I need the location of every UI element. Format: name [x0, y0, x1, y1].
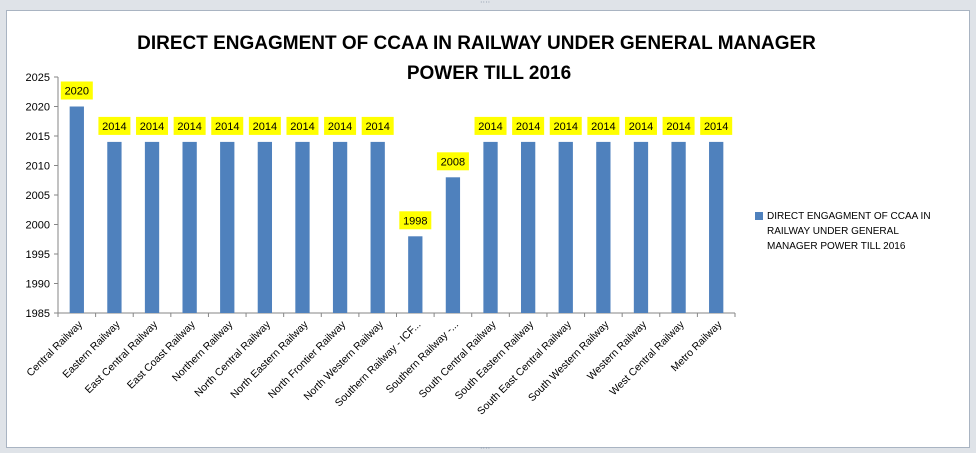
- y-tick-label: 1985: [26, 308, 50, 320]
- y-tick-label: 1990: [26, 279, 50, 291]
- x-tick-label: East Central Railway: [83, 318, 161, 396]
- bar: [107, 141, 122, 313]
- data-label-background: [512, 116, 545, 135]
- data-label-background: [60, 81, 93, 100]
- legend-label-line-3: MANAGER POWER TILL 2016: [767, 241, 906, 252]
- data-label-background: [587, 116, 620, 135]
- data-label-background: [549, 116, 582, 135]
- data-label-background: [136, 116, 169, 135]
- data-label: 2008: [441, 156, 465, 168]
- chart-title: DIRECT ENGAGMENT OF CCAA IN RAILWAY UNDE…: [7, 29, 971, 89]
- data-label-background: [624, 116, 657, 135]
- bar: [709, 141, 724, 313]
- bar: [332, 141, 348, 313]
- y-tick-label: 2005: [26, 190, 50, 202]
- top-resize-handle-icon[interactable]: ····: [480, 0, 491, 7]
- y-tick-label: 2020: [26, 102, 50, 114]
- data-label-background: [662, 116, 695, 135]
- chart-title-line-1: DIRECT ENGAGMENT OF CCAA IN RAILWAY UNDE…: [137, 33, 816, 54]
- bar: [220, 141, 235, 313]
- data-label-background: [324, 116, 357, 135]
- data-label: 2014: [478, 121, 502, 133]
- data-label: 2014: [215, 121, 239, 133]
- data-label: 2014: [591, 121, 615, 133]
- data-label: 2014: [666, 121, 690, 133]
- legend-label-line-2: RAILWAY UNDER GENERAL: [767, 226, 899, 237]
- bottom-resize-handle-icon[interactable]: ····: [480, 444, 491, 453]
- data-label: 2014: [704, 121, 728, 133]
- data-label: 2014: [140, 121, 164, 133]
- data-label: 2014: [177, 121, 201, 133]
- data-label: 2014: [253, 121, 277, 133]
- data-label-background: [361, 116, 394, 135]
- x-tick-label: East Coast Railway: [125, 318, 198, 391]
- legend-label-line-1: DIRECT ENGAGMENT OF CCAA IN: [767, 211, 931, 222]
- y-tick-label: 1995: [26, 249, 50, 261]
- bar: [408, 236, 423, 313]
- data-label-background: [173, 116, 206, 135]
- data-label-background: [98, 116, 131, 135]
- legend-swatch: [755, 212, 763, 220]
- y-tick-label: 2015: [26, 131, 50, 143]
- data-label-background: [286, 116, 319, 135]
- bar: [144, 141, 160, 313]
- y-tick-label: 2000: [26, 220, 50, 232]
- bar-plot: 1985 1990 1995 2000 2005 2010 2015 2020 2025 2020…: [24, 72, 736, 417]
- x-tick-label: Southern Railway -...: [384, 319, 461, 396]
- data-label-background: [700, 116, 733, 135]
- bar: [520, 141, 536, 313]
- bar: [69, 106, 84, 313]
- data-label-background: [211, 116, 244, 135]
- chart-title-line-2: POWER TILL 2016: [406, 63, 572, 84]
- data-label: 2014: [554, 121, 578, 133]
- bar: [182, 141, 197, 313]
- data-label: 2014: [365, 121, 389, 133]
- y-tick-label: 2025: [26, 72, 50, 84]
- data-label: 2020: [65, 86, 89, 98]
- bar: [445, 177, 461, 313]
- bar: [483, 141, 498, 313]
- bar: [295, 141, 310, 313]
- bar: [671, 141, 686, 313]
- data-label: 2014: [516, 121, 540, 133]
- data-label: 2014: [290, 121, 314, 133]
- y-tick-label: 2010: [26, 161, 50, 173]
- bar: [257, 141, 273, 313]
- bar: [370, 141, 385, 313]
- bar: [633, 141, 649, 313]
- data-label: 1998: [403, 215, 427, 227]
- data-label-background: [248, 116, 281, 135]
- data-label: 2014: [328, 121, 352, 133]
- data-label-background: [474, 116, 507, 135]
- data-label-background: [436, 152, 469, 171]
- data-label: 2014: [629, 121, 653, 133]
- bar: [558, 141, 573, 313]
- data-label: 2014: [102, 121, 126, 133]
- bar: [596, 141, 611, 313]
- data-label-background: [399, 211, 432, 230]
- legend-label: DIRECT ENGAGMENT OF CCAA IN RAILWAY UNDE…: [767, 209, 963, 254]
- chart-area[interactable]: DIRECT ENGAGMENT OF CCAA IN RAILWAY UNDE…: [6, 10, 970, 448]
